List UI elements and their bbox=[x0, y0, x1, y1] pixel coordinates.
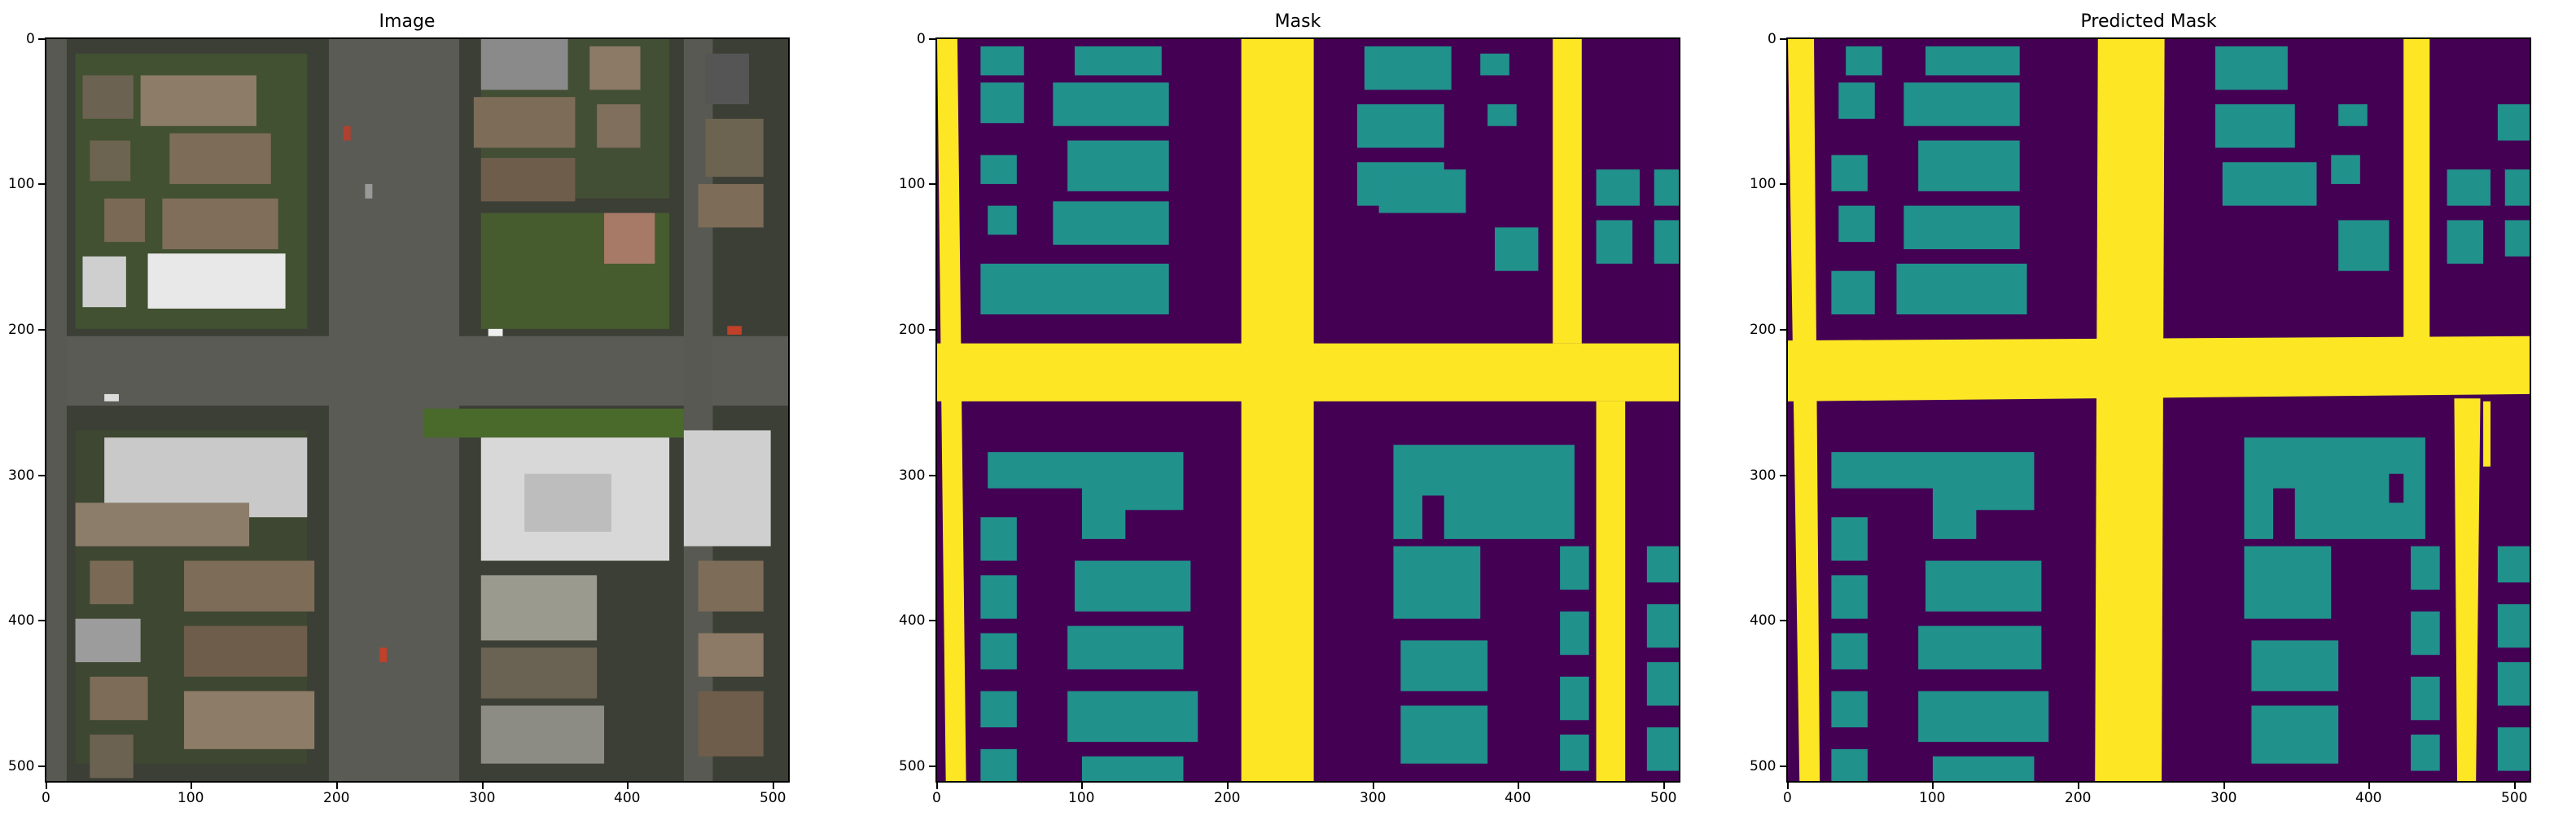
y-tick-label: 0 bbox=[26, 31, 35, 47]
x-tick-label: 100 bbox=[1068, 790, 1095, 806]
x-tick bbox=[482, 783, 484, 789]
y-tick bbox=[929, 329, 935, 331]
y-tick-label: 500 bbox=[899, 758, 926, 774]
x-tick bbox=[1932, 783, 1934, 789]
x-tick bbox=[936, 783, 938, 789]
y-tick-label: 300 bbox=[8, 467, 35, 484]
panel-mask: Mask bbox=[891, 0, 1705, 816]
x-tick-label: 500 bbox=[760, 790, 786, 806]
x-tick-label: 200 bbox=[1214, 790, 1241, 806]
panel-title: Predicted Mask bbox=[2080, 11, 2217, 32]
x-tick-label: 0 bbox=[42, 790, 50, 806]
y-tick bbox=[38, 766, 45, 767]
y-tick bbox=[929, 766, 935, 767]
y-tick-label: 300 bbox=[899, 467, 926, 484]
y-tick-label: 0 bbox=[917, 31, 926, 47]
y-tick-label: 500 bbox=[8, 758, 35, 774]
x-tick-label: 400 bbox=[1505, 790, 1531, 806]
y-tick-label: 400 bbox=[899, 612, 926, 629]
x-tick-label: 500 bbox=[2501, 790, 2528, 806]
x-tick-label: 0 bbox=[932, 790, 941, 806]
x-tick bbox=[1081, 783, 1083, 789]
panel-title: Mask bbox=[1274, 11, 1321, 32]
y-tick-label: 500 bbox=[1750, 758, 1776, 774]
x-tick bbox=[773, 783, 774, 789]
y-tick bbox=[1780, 766, 1786, 767]
aerial-image bbox=[46, 39, 788, 781]
mask-frame bbox=[935, 37, 1680, 783]
x-tick bbox=[627, 783, 629, 789]
y-tick bbox=[38, 329, 45, 331]
y-tick-label: 200 bbox=[8, 322, 35, 338]
y-tick bbox=[1780, 620, 1786, 621]
x-tick-label: 400 bbox=[2355, 790, 2382, 806]
y-tick bbox=[1780, 38, 1786, 40]
x-tick bbox=[1227, 783, 1229, 789]
x-tick bbox=[1787, 783, 1789, 789]
panel-title: Image bbox=[379, 11, 436, 32]
y-tick bbox=[38, 38, 45, 40]
y-tick-label: 200 bbox=[899, 322, 926, 338]
x-tick-label: 400 bbox=[614, 790, 641, 806]
x-tick bbox=[2368, 783, 2370, 789]
y-tick-label: 100 bbox=[1750, 176, 1776, 192]
x-tick bbox=[1518, 783, 1519, 789]
x-tick-label: 0 bbox=[1783, 790, 1792, 806]
y-tick bbox=[38, 475, 45, 476]
x-tick bbox=[2223, 783, 2225, 789]
x-tick-label: 300 bbox=[1360, 790, 1387, 806]
y-tick bbox=[38, 183, 45, 185]
x-tick-label: 300 bbox=[469, 790, 496, 806]
y-tick bbox=[929, 38, 935, 40]
x-tick bbox=[46, 783, 47, 789]
x-tick bbox=[1663, 783, 1665, 789]
y-tick bbox=[1780, 329, 1786, 331]
y-tick-label: 200 bbox=[1750, 322, 1776, 338]
predicted-mask bbox=[1788, 39, 2530, 781]
y-tick bbox=[1780, 183, 1786, 185]
x-tick bbox=[2514, 783, 2516, 789]
image-frame bbox=[45, 37, 790, 783]
x-tick-label: 100 bbox=[1919, 790, 1946, 806]
y-tick bbox=[1780, 475, 1786, 476]
predicted-frame bbox=[1786, 37, 2531, 783]
x-tick-label: 200 bbox=[323, 790, 350, 806]
y-tick-label: 300 bbox=[1750, 467, 1776, 484]
y-tick-label: 0 bbox=[1768, 31, 1776, 47]
panel-predicted-mask: Predicted Mask bbox=[1741, 0, 2556, 816]
panel-image: Image bbox=[0, 0, 814, 816]
y-tick-label: 100 bbox=[899, 176, 926, 192]
x-tick-label: 200 bbox=[2065, 790, 2092, 806]
y-tick bbox=[38, 620, 45, 621]
x-tick-label: 500 bbox=[1650, 790, 1677, 806]
y-tick bbox=[929, 475, 935, 476]
x-tick bbox=[2078, 783, 2079, 789]
ground-truth-mask bbox=[937, 39, 1679, 781]
x-tick bbox=[336, 783, 338, 789]
x-tick bbox=[191, 783, 192, 789]
y-tick bbox=[929, 620, 935, 621]
y-tick bbox=[929, 183, 935, 185]
y-tick-label: 400 bbox=[8, 612, 35, 629]
x-tick-label: 300 bbox=[2210, 790, 2237, 806]
y-tick-label: 400 bbox=[1750, 612, 1776, 629]
x-tick bbox=[1373, 783, 1374, 789]
y-tick-label: 100 bbox=[8, 176, 35, 192]
x-tick-label: 100 bbox=[177, 790, 204, 806]
